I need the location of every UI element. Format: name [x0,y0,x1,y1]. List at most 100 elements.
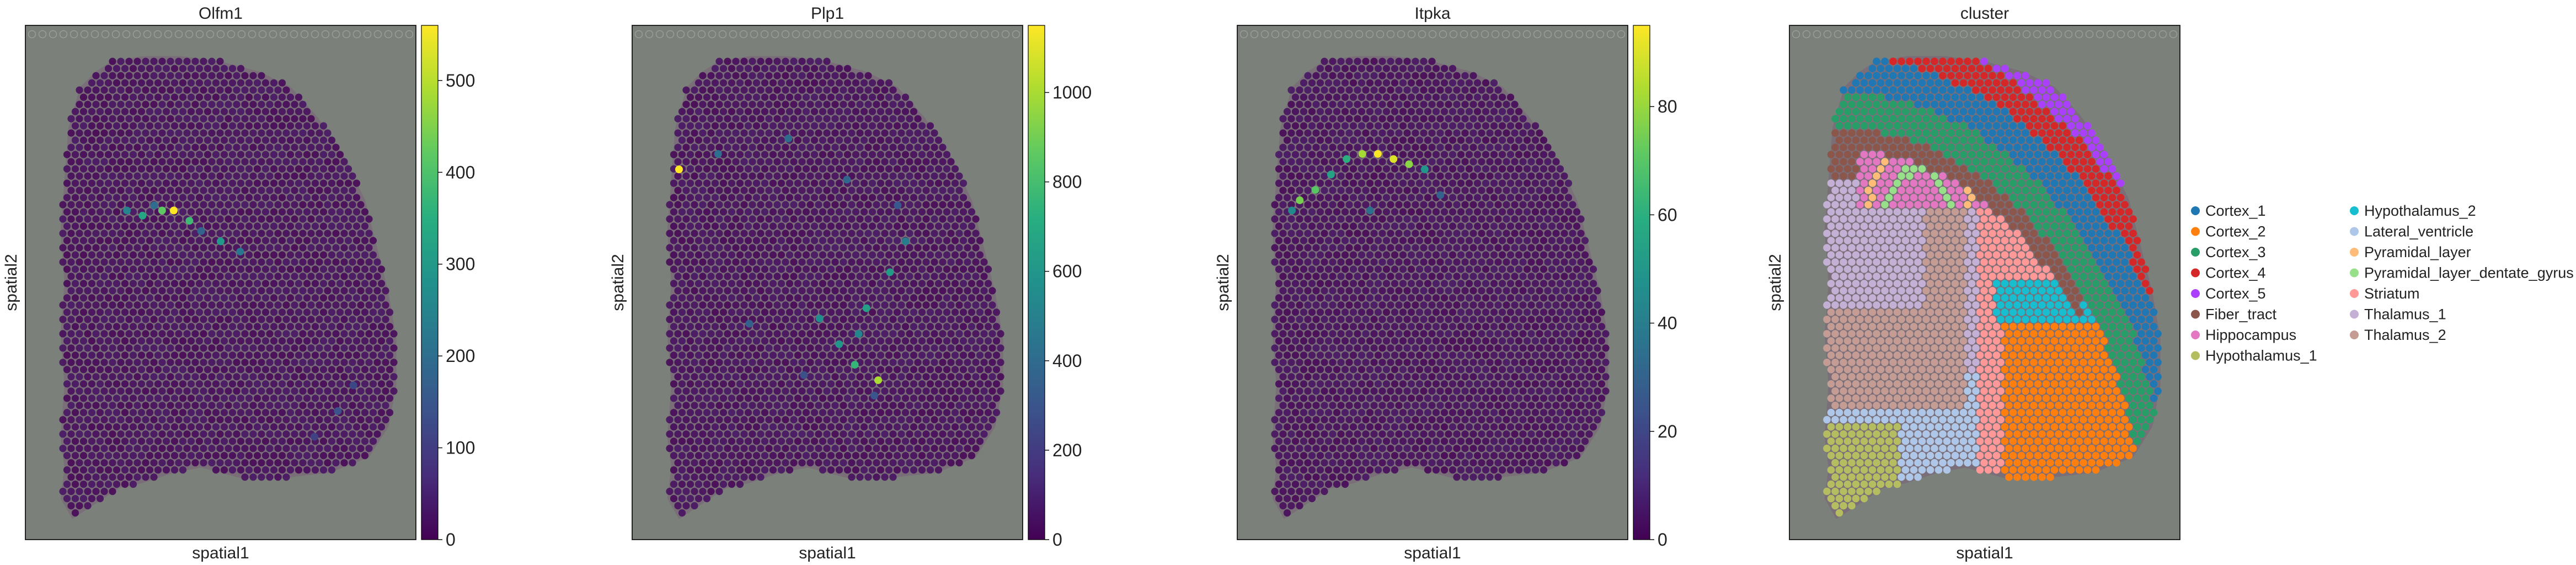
spot [1457,194,1465,201]
spot [104,323,113,331]
spot [84,387,92,395]
spot [678,222,686,230]
spot [1473,79,1482,87]
spot [278,79,286,87]
spot [798,186,806,194]
spot [769,351,777,359]
spot [133,273,141,280]
spot [831,72,839,79]
spot [179,237,187,244]
spot [1486,86,1494,94]
spot [109,416,116,424]
spot [732,459,740,467]
spot [703,337,711,345]
spot [897,129,905,137]
spot [117,201,125,209]
spot [233,416,241,424]
spot [150,230,158,237]
spot [137,308,146,316]
spot [369,423,377,431]
spot [100,215,108,223]
spot [216,86,224,94]
spot [761,165,769,173]
spot [357,416,365,424]
spot [707,301,715,309]
spot [897,100,905,108]
spot [711,409,719,417]
spot [782,172,789,180]
spot [1503,158,1510,166]
spot [129,208,137,216]
spot [1399,194,1407,201]
spot [146,122,154,130]
spot [291,301,298,309]
spot [92,244,100,252]
spot [1461,129,1469,137]
spot [711,208,719,216]
spot [670,323,678,331]
spot [893,93,901,101]
spot [943,395,951,402]
spot [806,330,814,338]
spot [881,430,889,438]
spot [170,151,179,158]
spot [150,359,158,366]
spot [926,194,934,201]
spot [142,301,149,309]
spot [187,280,195,287]
spot [225,158,232,166]
spot [195,452,204,460]
spot [125,100,133,108]
spot [773,230,781,237]
spot [129,323,137,331]
spot [918,222,926,230]
spot [749,57,756,65]
spot [1378,129,1386,137]
spot [835,395,843,402]
fiducial-dot [38,30,47,39]
fiducial-row [634,30,1020,39]
spot [133,100,141,108]
spot [860,151,868,158]
spot [749,273,756,280]
spot [815,330,822,338]
spot [208,344,216,352]
spot [711,237,719,244]
spot [233,201,241,209]
spot [955,316,963,323]
spot [200,258,207,266]
spot [802,423,810,431]
spot [1337,186,1345,194]
spot [1304,129,1312,137]
spot [96,438,104,445]
spot [233,186,241,194]
spot [785,380,794,388]
spot [1465,165,1473,173]
spot [794,251,802,259]
spot [1498,165,1506,173]
spot [670,222,678,230]
spot [1407,108,1415,115]
spot [1354,86,1361,94]
spot [785,79,794,87]
spot [307,330,315,338]
spot [121,466,129,474]
spot [117,430,125,438]
spot [765,373,773,381]
colorbar-gradient [1028,25,1045,540]
spot [129,122,137,130]
spot [810,165,819,173]
spot [694,308,703,316]
spot [253,423,261,431]
spot [220,466,228,474]
spot [749,430,756,438]
spot [906,316,913,323]
spot [92,143,100,151]
spot [324,359,332,366]
spot [349,402,356,409]
spot [324,273,332,280]
spot [798,86,806,94]
spot [1449,108,1457,115]
spot [319,294,328,302]
spot [765,115,773,122]
